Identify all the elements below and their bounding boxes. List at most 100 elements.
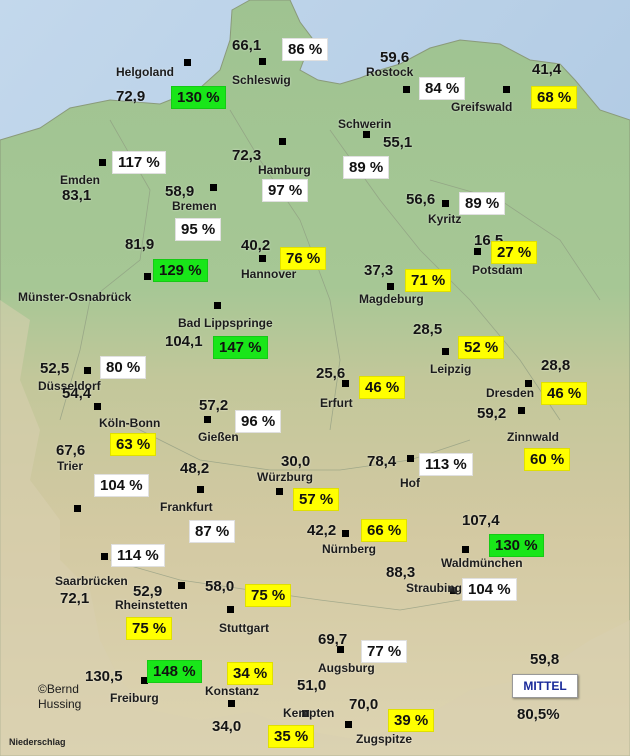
neighbor-countries — [0, 300, 630, 756]
station-name-potsdam: Potsdam — [472, 263, 523, 277]
station-marker-zinnwald — [518, 407, 525, 414]
station-percent-stuttgart: 75 % — [245, 584, 292, 607]
station-value-trier: 67,6 — [56, 442, 86, 459]
station-name-hof: Hof — [400, 476, 420, 490]
station-percent-erfurt: 46 % — [359, 376, 406, 399]
station-value-hamburg: 72,3 — [232, 147, 262, 164]
station-name-stuttgart: Stuttgart — [219, 621, 269, 635]
station-value-münster-osnabrück: 81,9 — [125, 236, 155, 253]
station-marker-gießen — [204, 416, 211, 423]
station-name-kyritz: Kyritz — [428, 212, 462, 226]
station-marker-schwerin — [363, 131, 370, 138]
station-name-erfurt: Erfurt — [320, 396, 353, 410]
station-value-helgoland: 72,9 — [116, 88, 146, 105]
station-name-magdeburg: Magdeburg — [359, 292, 424, 306]
station-name-münster-osnabrück: Münster-Osnabrück — [18, 290, 132, 304]
station-marker-greifswald — [503, 86, 510, 93]
mittel-label: MITTEL — [523, 679, 567, 693]
station-value-hannover: 40,2 — [241, 237, 271, 254]
station-percent-rostock: 84 % — [419, 77, 466, 100]
station-marker-rheinstetten — [178, 582, 185, 589]
station-name-saarbrücken: Saarbrücken — [55, 574, 128, 588]
mittel-percent: 80,5% — [517, 706, 560, 723]
station-marker-straubing — [450, 587, 457, 594]
station-marker-rostock — [403, 86, 410, 93]
station-value-zinnwald: 59,2 — [477, 405, 507, 422]
station-marker-düsseldorf — [84, 367, 91, 374]
station-name-kempten: Kempten — [283, 706, 335, 720]
station-value-kyritz: 56,6 — [406, 191, 436, 208]
station-percent-dresden: 46 % — [541, 382, 588, 405]
station-percent-leipzig: 52 % — [458, 336, 505, 359]
station-name-frankfurt: Frankfurt — [160, 500, 213, 514]
station-marker-nürnberg — [342, 530, 349, 537]
station-name-köln-bonn: Köln-Bonn — [99, 416, 161, 430]
station-marker-frankfurt — [197, 486, 204, 493]
station-value-schwerin: 55,1 — [383, 134, 413, 151]
station-marker-zugspitze — [345, 721, 352, 728]
station-value-düsseldorf: 52,5 — [40, 360, 70, 377]
station-percent-straubing: 104 % — [462, 578, 517, 601]
station-percent-rheinstetten: 75 % — [126, 617, 173, 640]
station-name-waldmünchen: Waldmünchen — [441, 556, 523, 570]
station-name-straubing: Straubing — [406, 581, 462, 595]
station-name-nürnberg: Nürnberg — [322, 542, 376, 556]
station-percent-bad-lippspringe: 147 % — [213, 336, 268, 359]
station-value-gießen: 57,2 — [199, 397, 229, 414]
station-name-hamburg: Hamburg — [258, 163, 311, 177]
station-name-emden: Emden — [60, 173, 101, 187]
station-name-konstanz: Konstanz — [205, 684, 259, 698]
station-value-augsburg: 69,7 — [318, 631, 348, 648]
station-marker-konstanz — [228, 700, 235, 707]
station-value-nürnberg: 42,2 — [307, 522, 337, 539]
station-percent-gießen: 96 % — [235, 410, 282, 433]
station-percent-trier: 104 % — [94, 474, 149, 497]
station-percent-köln-bonn: 63 % — [110, 433, 157, 456]
station-value-schleswig: 66,1 — [232, 37, 262, 54]
station-marker-hof — [407, 455, 414, 462]
station-value-straubing: 88,3 — [386, 564, 416, 581]
station-marker-augsburg — [337, 646, 344, 653]
footer-label: Niederschlag — [9, 737, 66, 747]
station-value-würzburg: 30,0 — [281, 453, 311, 470]
station-value-saarbrücken: 72,1 — [60, 590, 90, 607]
station-percent-düsseldorf: 80 % — [100, 356, 147, 379]
station-percent-greifswald: 68 % — [531, 86, 578, 109]
station-percent-saarbrücken: 114 % — [111, 544, 165, 567]
station-marker-schleswig — [259, 58, 266, 65]
station-percent-augsburg: 77 % — [361, 640, 408, 663]
station-marker-trier — [74, 505, 81, 512]
station-percent-helgoland: 130 % — [171, 86, 226, 109]
station-percent-emden: 117 % — [112, 151, 166, 174]
station-name-dresden: Dresden — [486, 386, 535, 400]
station-value-rostock: 59,6 — [380, 49, 410, 66]
station-name-schleswig: Schleswig — [232, 73, 291, 87]
station-marker-stuttgart — [227, 606, 234, 613]
station-marker-kempten — [302, 710, 309, 717]
station-percent-waldmünchen: 130 % — [489, 534, 544, 557]
station-percent-schwerin: 89 % — [343, 156, 390, 179]
station-name-bremen: Bremen — [172, 199, 217, 213]
station-percent-hamburg: 97 % — [262, 179, 309, 202]
station-name-hannover: Hannover — [241, 267, 297, 281]
station-value-kempten: 51,0 — [297, 677, 327, 694]
credit-line1: ©Bernd — [38, 682, 79, 696]
station-name-leipzig: Leipzig — [430, 362, 472, 376]
station-marker-hamburg — [279, 138, 286, 145]
station-marker-bad-lippspringe — [214, 302, 221, 309]
station-value-emden: 83,1 — [62, 187, 92, 204]
station-name-augsburg: Augsburg — [318, 661, 375, 675]
station-marker-waldmünchen — [462, 546, 469, 553]
station-marker-köln-bonn — [94, 403, 101, 410]
station-percent-kempten: 35 % — [268, 725, 315, 748]
station-marker-erfurt — [342, 380, 349, 387]
station-value-hof: 78,4 — [367, 453, 397, 470]
station-value-leipzig: 28,5 — [413, 321, 443, 338]
station-percent-bremen: 95 % — [175, 218, 222, 241]
mittel-box: MITTEL — [512, 674, 578, 698]
station-percent-würzburg: 57 % — [293, 488, 340, 511]
station-name-freiburg: Freiburg — [110, 691, 159, 705]
station-marker-saarbrücken — [101, 553, 108, 560]
station-marker-freiburg — [141, 677, 148, 684]
